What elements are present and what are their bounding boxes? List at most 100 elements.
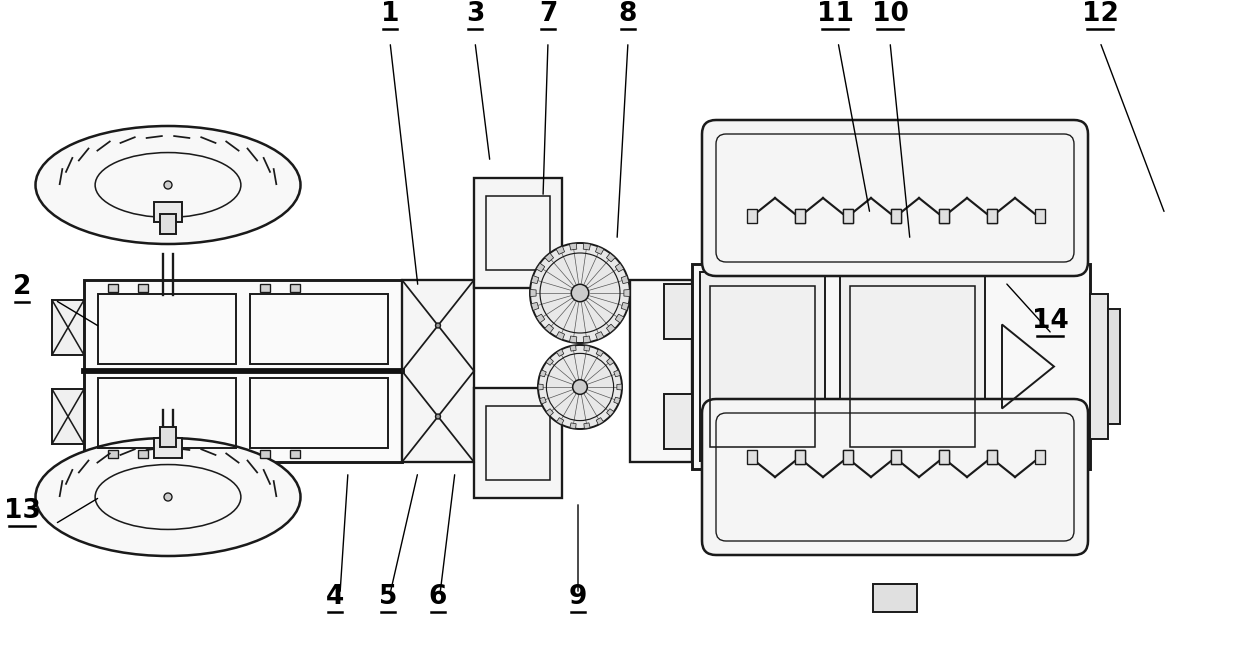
Polygon shape [624, 290, 630, 296]
Polygon shape [531, 302, 538, 310]
Bar [1035, 209, 1045, 223]
Bar [746, 209, 756, 223]
Bar [939, 209, 949, 223]
Polygon shape [606, 253, 615, 262]
Bar [663, 284, 692, 339]
Ellipse shape [36, 438, 300, 556]
Text: 4: 4 [326, 584, 345, 610]
Bar [711, 286, 815, 447]
Polygon shape [539, 370, 547, 377]
Polygon shape [595, 332, 604, 340]
FancyBboxPatch shape [702, 399, 1087, 555]
Polygon shape [570, 345, 577, 351]
Bar [160, 214, 176, 234]
Ellipse shape [529, 243, 630, 343]
Bar [870, 491, 911, 509]
Polygon shape [615, 314, 624, 323]
Bar [1090, 294, 1109, 439]
Text: 5: 5 [378, 584, 397, 610]
Bar [873, 584, 918, 612]
Polygon shape [539, 397, 547, 404]
Bar [701, 272, 825, 461]
Text: 6: 6 [429, 584, 448, 610]
Polygon shape [606, 358, 614, 366]
Polygon shape [536, 263, 544, 272]
Polygon shape [606, 324, 615, 333]
Bar [84, 280, 402, 462]
Text: 13: 13 [4, 498, 41, 524]
Text: 8: 8 [619, 1, 637, 27]
Bar [843, 450, 853, 464]
Polygon shape [531, 290, 536, 296]
Bar [663, 394, 692, 449]
Bar [746, 450, 756, 464]
Bar [260, 450, 270, 458]
Bar [843, 209, 853, 223]
Bar [987, 209, 997, 223]
Bar [892, 450, 901, 464]
Bar [861, 242, 921, 264]
Polygon shape [557, 349, 564, 356]
Text: 2: 2 [12, 274, 31, 300]
Bar [474, 178, 562, 288]
Bar [154, 202, 182, 222]
Polygon shape [596, 417, 604, 425]
Bar [290, 450, 300, 458]
Bar [987, 450, 997, 464]
Bar [795, 450, 805, 464]
Bar [843, 209, 853, 223]
Polygon shape [596, 349, 604, 356]
Polygon shape [538, 384, 543, 390]
Polygon shape [621, 276, 629, 284]
Bar [987, 209, 997, 223]
Polygon shape [569, 336, 577, 343]
FancyBboxPatch shape [702, 120, 1087, 276]
Bar [138, 450, 148, 458]
Bar [52, 389, 84, 444]
Bar [843, 450, 853, 464]
Bar [250, 294, 388, 364]
Bar [290, 284, 300, 292]
Polygon shape [621, 302, 629, 310]
Bar [939, 450, 949, 464]
Ellipse shape [164, 493, 172, 501]
Bar [260, 284, 270, 292]
Bar [795, 209, 805, 223]
Polygon shape [556, 332, 564, 340]
Bar [870, 224, 911, 242]
Polygon shape [583, 336, 590, 343]
Bar [154, 438, 182, 458]
Polygon shape [546, 409, 553, 416]
Polygon shape [616, 384, 622, 390]
Bar [108, 284, 118, 292]
Bar [839, 272, 985, 461]
Polygon shape [583, 243, 590, 250]
Polygon shape [556, 246, 564, 254]
Polygon shape [584, 345, 590, 351]
Bar [108, 450, 118, 458]
Text: 10: 10 [872, 1, 909, 27]
Text: 12: 12 [1081, 1, 1118, 27]
Ellipse shape [573, 380, 588, 394]
Bar [138, 284, 148, 292]
Bar [98, 294, 236, 364]
Bar [692, 264, 1090, 469]
Bar [987, 450, 997, 464]
Text: 14: 14 [1032, 308, 1069, 334]
Bar [892, 209, 901, 223]
Bar [486, 196, 551, 270]
Bar [795, 450, 805, 464]
Polygon shape [615, 263, 624, 272]
Text: 3: 3 [466, 1, 484, 27]
Bar [160, 427, 176, 447]
Polygon shape [536, 314, 544, 323]
Bar [861, 469, 921, 491]
Bar [486, 406, 551, 480]
Text: 1: 1 [381, 1, 399, 27]
Bar [849, 286, 975, 447]
Bar [939, 450, 949, 464]
Ellipse shape [164, 181, 172, 189]
Polygon shape [557, 417, 564, 425]
Ellipse shape [435, 323, 440, 328]
Ellipse shape [36, 126, 300, 244]
